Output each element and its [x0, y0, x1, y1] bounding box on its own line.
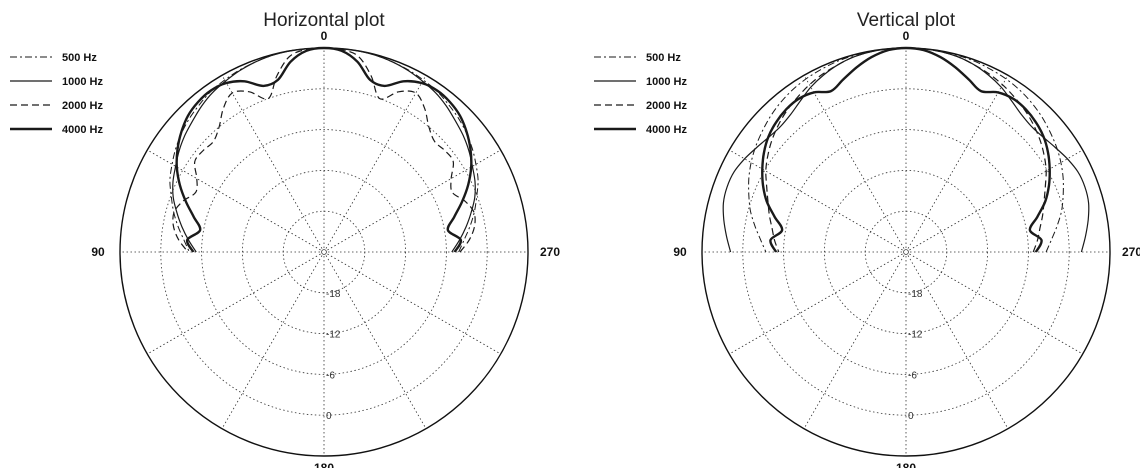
angle-label-270: 270	[540, 245, 560, 259]
angular-gridline	[803, 75, 907, 253]
angular-gridline	[221, 75, 325, 253]
center-point	[321, 249, 327, 255]
angular-gridline	[905, 251, 1083, 355]
horizontal-polar-plot: Horizontal plot -18 -12 -6 0 0 90 180 270 500 Hz…	[10, 10, 560, 468]
angular-gridline	[147, 251, 325, 355]
legend-label: 4000 Hz	[646, 124, 687, 136]
angular-gridline	[221, 251, 325, 429]
radial-tick-label: -12	[326, 330, 341, 341]
radial-tick-label: -6	[908, 370, 917, 381]
polar-grid	[701, 47, 1111, 457]
angular-gridline	[729, 251, 907, 355]
legend-label: 500 Hz	[646, 52, 681, 64]
angle-label-180: 180	[896, 461, 916, 468]
angular-gridline	[803, 251, 907, 429]
radial-gridline	[783, 129, 1029, 375]
polar-grid	[119, 47, 529, 457]
angular-gridline	[323, 251, 501, 355]
angular-gridline	[323, 75, 427, 253]
legend-label: 4000 Hz	[62, 124, 103, 136]
series-line-500-hz	[169, 47, 479, 253]
radial-tick-label: 0	[326, 411, 332, 422]
legend: 500 Hz 1000 Hz 2000 Hz 4000 Hz	[594, 52, 687, 136]
radial-tick-label: -18	[908, 289, 923, 300]
angular-gridline	[905, 75, 1009, 253]
angle-label-90: 90	[673, 245, 687, 259]
series-line-4000-hz	[175, 46, 473, 253]
angle-label-90: 90	[91, 245, 105, 259]
radial-gridline	[160, 88, 488, 416]
chart-title: Vertical plot	[857, 10, 956, 31]
series-curves	[722, 46, 1090, 253]
legend: 500 Hz 1000 Hz 2000 Hz 4000 Hz	[10, 52, 103, 136]
angle-label-0: 0	[903, 29, 910, 43]
radial-tick-label: -6	[326, 370, 335, 381]
legend-label: 500 Hz	[62, 52, 97, 64]
series-line-4000-hz	[761, 46, 1051, 253]
angle-label-270: 270	[1122, 245, 1140, 259]
angle-label-180: 180	[314, 461, 334, 468]
radial-gridline	[742, 88, 1070, 416]
angle-label-0: 0	[321, 29, 328, 43]
radial-tick-label: 0	[908, 411, 914, 422]
legend-label: 2000 Hz	[646, 100, 687, 112]
radial-tick-label: -12	[908, 330, 923, 341]
radial-tick-label: -18	[326, 289, 341, 300]
radial-gridline	[824, 169, 989, 334]
legend-label: 1000 Hz	[646, 76, 687, 88]
vertical-polar-plot: Vertical plot -18 -12 -6 0 0 90 180 270 500 Hz 10…	[594, 10, 1140, 468]
radial-gridline	[864, 210, 948, 294]
legend-label: 1000 Hz	[62, 76, 103, 88]
angular-gridline	[905, 149, 1083, 253]
radial-gridline	[201, 129, 447, 375]
legend-label: 2000 Hz	[62, 100, 103, 112]
angular-gridline	[729, 149, 907, 253]
chart-title: Horizontal plot	[263, 10, 385, 31]
radial-gridline	[282, 210, 366, 294]
center-point	[903, 249, 909, 255]
series-curves	[169, 46, 479, 253]
